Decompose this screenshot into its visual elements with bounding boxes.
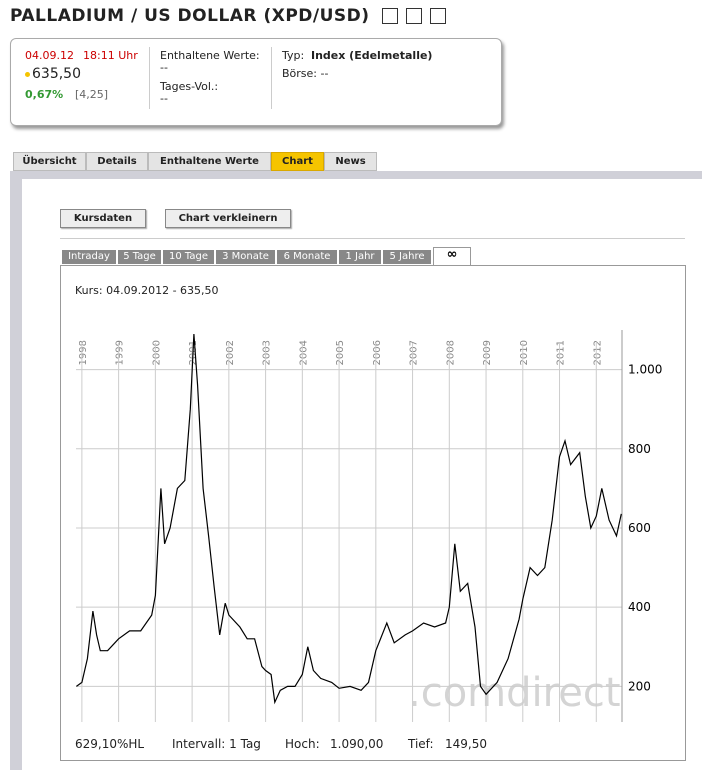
separator — [149, 47, 150, 109]
x-tick-label: 2004 — [298, 340, 309, 365]
range-tab[interactable]: 5 Tage — [118, 250, 161, 264]
divider — [60, 238, 685, 239]
y-tick-label: 800 — [628, 442, 651, 456]
y-tick-label: 400 — [628, 600, 651, 614]
x-tick-label: 2011 — [556, 340, 567, 365]
x-tick-label: 1998 — [78, 340, 89, 365]
y-tick-label: 1.000 — [628, 363, 662, 377]
quote-date: 04.09.12 — [25, 49, 74, 62]
type-label: Typ: — [282, 49, 305, 62]
contained-label: Enthaltene Werte: — [160, 49, 260, 62]
range-tab-active[interactable]: ∞ — [433, 247, 471, 266]
volume-value: -- — [160, 92, 168, 105]
y-tick-label: 600 — [628, 521, 651, 535]
exchange: Börse: -- — [282, 67, 329, 80]
x-tick-label: 2010 — [519, 340, 530, 365]
quote-time: 18:11 Uhr — [83, 49, 138, 62]
refresh-icon[interactable] — [430, 8, 446, 24]
button[interactable]: Chart verkleinern — [165, 209, 291, 228]
help-icon[interactable] — [382, 8, 398, 24]
chart-caption: Kurs: 04.09.2012 - 635,50 — [75, 284, 219, 297]
side-bar — [10, 179, 22, 770]
range-tab[interactable]: 10 Tage — [163, 250, 214, 264]
range-tab[interactable]: Intraday — [62, 250, 116, 264]
change-abs: [4,25] — [75, 88, 109, 101]
quote-price: 635,50 — [32, 66, 81, 82]
range-tab[interactable]: 1 Jahr — [339, 250, 381, 264]
x-tick-label: 2009 — [482, 340, 493, 365]
x-tick-label: 2003 — [262, 340, 273, 365]
watermark: .comdirect — [408, 670, 621, 716]
tab[interactable]: News — [324, 152, 377, 171]
x-tick-label: 2012 — [592, 340, 603, 365]
stat-high-label: Hoch: — [285, 737, 320, 751]
x-tick-label: 2008 — [445, 340, 456, 365]
tab[interactable]: Übersicht — [13, 152, 86, 171]
range-tab[interactable]: 3 Monate — [216, 250, 275, 264]
chart-frame — [60, 265, 686, 761]
tab-bar — [10, 171, 702, 179]
range-tab[interactable]: 6 Monate — [277, 250, 337, 264]
stat-interval: Intervall: 1 Tag — [172, 737, 261, 751]
stat-low-label: Tief: — [408, 737, 434, 751]
page-title: PALLADIUM / US DOLLAR (XPD/USD) — [10, 6, 370, 26]
range-tab[interactable]: 5 Jahre — [383, 250, 431, 264]
tab[interactable]: Enthaltene Werte — [148, 152, 271, 171]
x-tick-label: 2005 — [335, 340, 346, 365]
x-tick-label: 1999 — [115, 340, 126, 365]
volume-label: Tages-Vol.: — [160, 80, 219, 93]
y-tick-label: 200 — [628, 679, 651, 693]
tab[interactable]: Details — [86, 152, 148, 171]
stat-low: 149,50 — [445, 737, 487, 751]
x-tick-label: 2001 — [188, 340, 199, 365]
price-dot — [25, 72, 30, 77]
change-pct: 0,67% — [25, 88, 64, 101]
tab-active[interactable]: Chart — [271, 152, 324, 171]
x-tick-label: 2006 — [372, 340, 383, 365]
price-line — [76, 333, 622, 705]
separator — [271, 47, 272, 109]
x-tick-label: 2002 — [225, 340, 236, 365]
stat-hl: 629,10%HL — [75, 737, 145, 751]
x-tick-label: 2000 — [151, 340, 162, 365]
x-tick-label: 2007 — [409, 340, 420, 365]
contained-value: -- — [160, 61, 168, 74]
type-value: Index (Edelmetalle) — [311, 49, 433, 62]
stat-high: 1.090,00 — [330, 737, 384, 751]
button[interactable]: Kursdaten — [60, 209, 146, 228]
print-icon[interactable] — [406, 8, 422, 24]
quote-box: 04.09.12 18:11 Uhr 635,50 0,67% [4,25] E… — [10, 38, 502, 126]
